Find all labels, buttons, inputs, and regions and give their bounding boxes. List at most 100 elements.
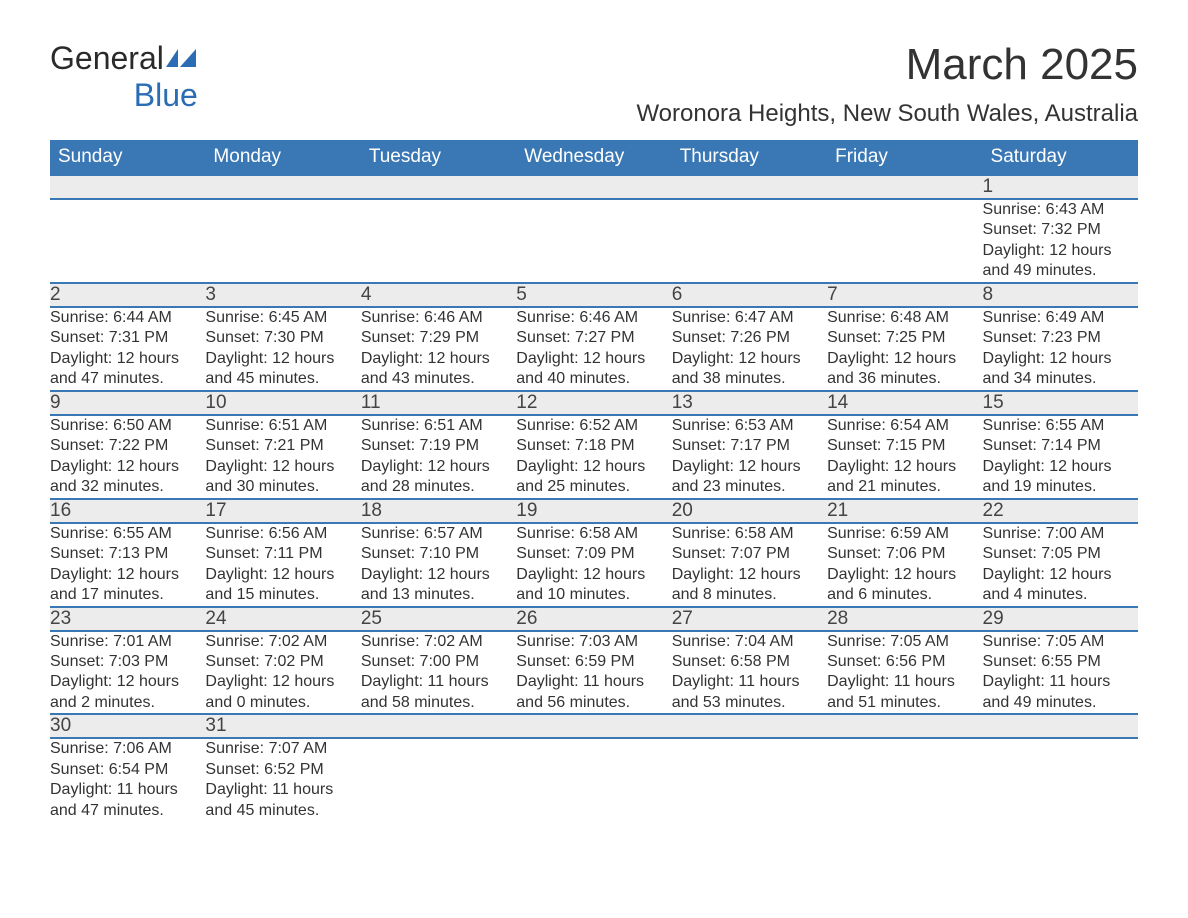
day-number-row: 1 (50, 175, 1138, 199)
sunrise-text: Sunrise: 6:57 AM (361, 524, 516, 544)
day-number-cell (983, 714, 1138, 738)
day-detail-cell (983, 738, 1138, 821)
sunrise-text: Sunrise: 7:05 AM (983, 632, 1138, 652)
day-number-row: 2345678 (50, 283, 1138, 307)
header: General Blue March 2025 Woronora Heights… (50, 40, 1138, 128)
daylight-text: Daylight: 12 hours (516, 457, 671, 477)
day-detail-cell: Sunrise: 6:58 AMSunset: 7:07 PMDaylight:… (672, 523, 827, 607)
daylight-text: and 13 minutes. (361, 585, 516, 605)
daylight-text: Daylight: 12 hours (983, 565, 1138, 585)
sunset-text: Sunset: 7:11 PM (205, 544, 360, 564)
day-detail-cell: Sunrise: 6:54 AMSunset: 7:15 PMDaylight:… (827, 415, 982, 499)
logo: General Blue (50, 40, 198, 114)
daylight-text: Daylight: 12 hours (50, 349, 205, 369)
day-header: Monday (205, 140, 360, 175)
day-number-row: 23242526272829 (50, 607, 1138, 631)
day-detail-cell (672, 738, 827, 821)
sunrise-text: Sunrise: 6:59 AM (827, 524, 982, 544)
sunrise-text: Sunrise: 6:50 AM (50, 416, 205, 436)
daylight-text: Daylight: 11 hours (205, 780, 360, 800)
sunset-text: Sunset: 7:14 PM (983, 436, 1138, 456)
sunset-text: Sunset: 7:32 PM (983, 220, 1138, 240)
daylight-text: and 38 minutes. (672, 369, 827, 389)
sunrise-text: Sunrise: 6:44 AM (50, 308, 205, 328)
day-number-cell: 22 (983, 499, 1138, 523)
day-number-cell: 30 (50, 714, 205, 738)
sunrise-text: Sunrise: 6:45 AM (205, 308, 360, 328)
day-number-cell (827, 175, 982, 199)
sunrise-text: Sunrise: 6:47 AM (672, 308, 827, 328)
day-detail-cell: Sunrise: 7:05 AMSunset: 6:56 PMDaylight:… (827, 631, 982, 715)
day-detail-cell (205, 199, 360, 283)
day-number-cell: 24 (205, 607, 360, 631)
daylight-text: Daylight: 12 hours (205, 565, 360, 585)
logo-mark-icon (164, 40, 198, 76)
daylight-text: Daylight: 12 hours (827, 349, 982, 369)
sunset-text: Sunset: 7:29 PM (361, 328, 516, 348)
daylight-text: Daylight: 11 hours (672, 672, 827, 692)
day-detail-cell: Sunrise: 7:07 AMSunset: 6:52 PMDaylight:… (205, 738, 360, 821)
day-number-cell (672, 714, 827, 738)
sunrise-text: Sunrise: 6:43 AM (983, 200, 1138, 220)
sunrise-text: Sunrise: 6:54 AM (827, 416, 982, 436)
day-number-cell: 16 (50, 499, 205, 523)
daylight-text: and 58 minutes. (361, 693, 516, 713)
day-number-cell (516, 175, 671, 199)
daylight-text: and 32 minutes. (50, 477, 205, 497)
daylight-text: Daylight: 12 hours (205, 672, 360, 692)
daylight-text: Daylight: 12 hours (50, 672, 205, 692)
day-number-row: 3031 (50, 714, 1138, 738)
sunrise-text: Sunrise: 6:58 AM (672, 524, 827, 544)
sunset-text: Sunset: 6:59 PM (516, 652, 671, 672)
day-number-cell: 26 (516, 607, 671, 631)
day-number-cell (516, 714, 671, 738)
daylight-text: and 2 minutes. (50, 693, 205, 713)
day-detail-cell: Sunrise: 7:06 AMSunset: 6:54 PMDaylight:… (50, 738, 205, 821)
day-detail-cell: Sunrise: 6:50 AMSunset: 7:22 PMDaylight:… (50, 415, 205, 499)
day-detail-cell (50, 199, 205, 283)
day-number-cell: 19 (516, 499, 671, 523)
daylight-text: and 15 minutes. (205, 585, 360, 605)
daylight-text: and 17 minutes. (50, 585, 205, 605)
day-detail-cell (361, 199, 516, 283)
sunset-text: Sunset: 7:19 PM (361, 436, 516, 456)
sunrise-text: Sunrise: 7:02 AM (205, 632, 360, 652)
daylight-text: Daylight: 11 hours (50, 780, 205, 800)
sunrise-text: Sunrise: 6:53 AM (672, 416, 827, 436)
sunrise-text: Sunrise: 6:49 AM (983, 308, 1138, 328)
daylight-text: Daylight: 12 hours (205, 349, 360, 369)
day-number-cell: 23 (50, 607, 205, 631)
day-number-cell: 15 (983, 391, 1138, 415)
daylight-text: and 28 minutes. (361, 477, 516, 497)
day-detail-cell (516, 199, 671, 283)
sunrise-text: Sunrise: 6:51 AM (205, 416, 360, 436)
daylight-text: Daylight: 11 hours (516, 672, 671, 692)
daylight-text: and 53 minutes. (672, 693, 827, 713)
day-header: Wednesday (516, 140, 671, 175)
day-detail-cell: Sunrise: 6:55 AMSunset: 7:13 PMDaylight:… (50, 523, 205, 607)
sunrise-text: Sunrise: 7:02 AM (361, 632, 516, 652)
day-number-cell: 31 (205, 714, 360, 738)
day-detail-cell: Sunrise: 6:46 AMSunset: 7:29 PMDaylight:… (361, 307, 516, 391)
daylight-text: and 23 minutes. (672, 477, 827, 497)
day-number-cell (205, 175, 360, 199)
daylight-text: Daylight: 12 hours (50, 565, 205, 585)
month-title: March 2025 (636, 40, 1138, 90)
day-number-cell: 18 (361, 499, 516, 523)
sunrise-text: Sunrise: 7:03 AM (516, 632, 671, 652)
sunrise-text: Sunrise: 6:46 AM (361, 308, 516, 328)
day-number-cell: 13 (672, 391, 827, 415)
sunset-text: Sunset: 7:17 PM (672, 436, 827, 456)
daylight-text: Daylight: 12 hours (672, 349, 827, 369)
sunset-text: Sunset: 7:06 PM (827, 544, 982, 564)
day-header: Friday (827, 140, 982, 175)
sunset-text: Sunset: 7:07 PM (672, 544, 827, 564)
daylight-text: Daylight: 11 hours (827, 672, 982, 692)
sunset-text: Sunset: 6:52 PM (205, 760, 360, 780)
day-number-row: 9101112131415 (50, 391, 1138, 415)
day-detail-cell: Sunrise: 6:49 AMSunset: 7:23 PMDaylight:… (983, 307, 1138, 391)
daylight-text: and 19 minutes. (983, 477, 1138, 497)
daylight-text: Daylight: 12 hours (361, 457, 516, 477)
sunrise-text: Sunrise: 6:55 AM (50, 524, 205, 544)
day-detail-cell (516, 738, 671, 821)
